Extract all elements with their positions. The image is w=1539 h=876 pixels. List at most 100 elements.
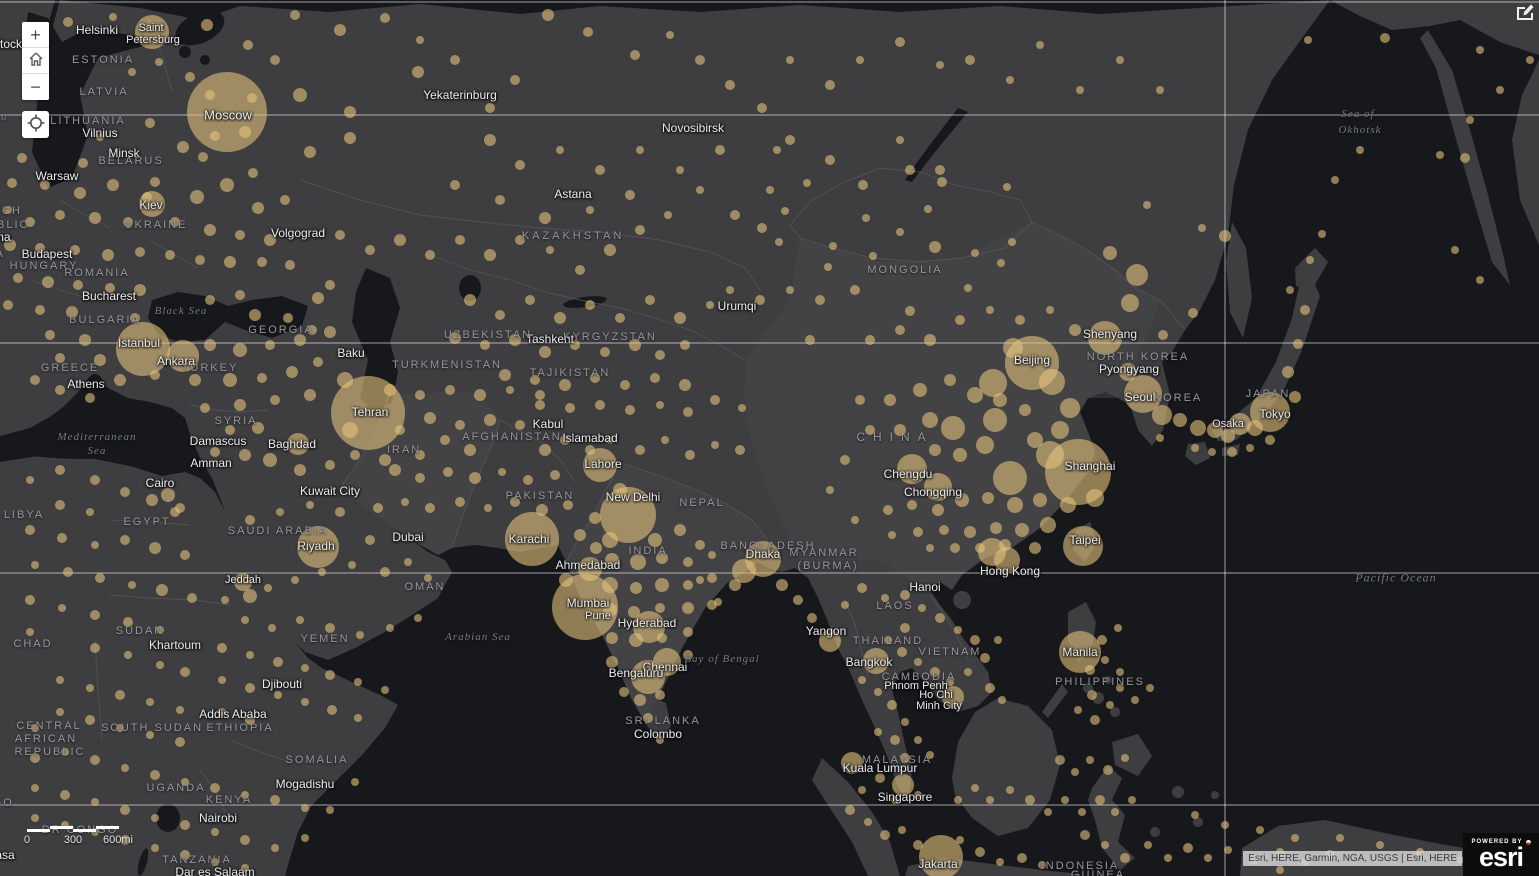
city-bubble[interactable] [863, 648, 889, 674]
city-bubble[interactable] [1103, 765, 1113, 775]
city-bubble[interactable] [1286, 286, 1294, 294]
city-bubble[interactable] [249, 309, 261, 321]
city-bubble[interactable] [509, 334, 521, 346]
city-bubble[interactable] [1015, 523, 1029, 537]
city-bubble[interactable] [145, 118, 155, 128]
city-bubble[interactable] [424, 412, 436, 424]
city-bubble[interactable] [1060, 398, 1080, 418]
city-bubble[interactable] [45, 330, 55, 340]
city-bubble[interactable] [1121, 754, 1129, 762]
city-bubble[interactable] [268, 624, 276, 632]
city-bubble[interactable] [4, 239, 16, 251]
city-bubble[interactable] [218, 708, 226, 716]
city-bubble[interactable] [732, 559, 756, 583]
city-bubble[interactable] [120, 805, 130, 815]
city-bubble[interactable] [655, 578, 669, 592]
city-bubble[interactable] [239, 449, 251, 461]
city-bubble[interactable] [1078, 808, 1086, 816]
city-bubble[interactable] [134, 284, 146, 296]
city-bubble[interactable] [1476, 276, 1484, 284]
city-bubble[interactable] [757, 103, 767, 113]
city-bubble[interactable] [1156, 434, 1164, 442]
city-bubble[interactable] [930, 667, 940, 677]
city-bubble[interactable] [841, 752, 863, 774]
city-bubble[interactable] [1224, 846, 1232, 854]
city-bubble[interactable] [344, 106, 356, 118]
city-bubble[interactable] [1152, 405, 1172, 425]
city-bubble[interactable] [270, 395, 280, 405]
city-bubble[interactable] [807, 613, 817, 623]
city-bubble[interactable] [235, 230, 245, 240]
city-bubble[interactable] [656, 401, 664, 409]
city-bubble[interactable] [55, 385, 65, 395]
city-bubble[interactable] [221, 596, 229, 604]
city-bubble[interactable] [711, 441, 719, 449]
city-bubble[interactable] [600, 347, 610, 357]
city-bubble[interactable] [964, 526, 976, 538]
city-bubble[interactable] [825, 80, 835, 90]
city-bubble[interactable] [785, 135, 795, 145]
city-bubble[interactable] [105, 283, 115, 293]
city-bubble[interactable] [474, 389, 486, 401]
city-bubble[interactable] [1207, 422, 1223, 438]
city-bubble[interactable] [241, 791, 249, 799]
city-bubble[interactable] [120, 487, 130, 497]
city-bubble[interactable] [883, 505, 893, 515]
city-bubble[interactable] [176, 706, 184, 714]
city-bubble[interactable] [560, 435, 570, 445]
city-bubble[interactable] [971, 249, 979, 257]
city-bubble[interactable] [263, 453, 277, 467]
city-bubble[interactable] [913, 840, 923, 850]
zoom-out-button[interactable]: − [22, 74, 49, 100]
city-bubble[interactable] [187, 72, 267, 152]
city-bubble[interactable] [60, 790, 70, 800]
city-bubble[interactable] [245, 715, 255, 725]
city-bubble[interactable] [896, 136, 904, 144]
city-bubble[interactable] [96, 133, 104, 141]
city-bubble[interactable] [335, 507, 345, 517]
city-bubble[interactable] [1071, 768, 1079, 776]
city-bubble[interactable] [1087, 690, 1097, 700]
city-bubble[interactable] [55, 210, 65, 220]
city-bubble[interactable] [445, 385, 455, 395]
city-bubble[interactable] [85, 715, 95, 725]
city-bubble[interactable] [1015, 315, 1025, 325]
city-bubble[interactable] [864, 818, 872, 826]
city-bubble[interactable] [896, 228, 904, 236]
city-bubble[interactable] [1376, 841, 1384, 849]
city-bubble[interactable] [552, 574, 618, 640]
city-bubble[interactable] [1526, 56, 1534, 64]
city-bubble[interactable] [536, 504, 548, 516]
city-bubble[interactable] [979, 369, 1007, 397]
city-bubble[interactable] [287, 433, 309, 455]
city-bubble[interactable] [1003, 183, 1011, 191]
city-bubble[interactable] [180, 667, 190, 677]
city-bubble[interactable] [464, 444, 476, 456]
city-bubble[interactable] [1039, 369, 1065, 395]
city-bubble[interactable] [224, 256, 236, 268]
city-bubble[interactable] [578, 557, 602, 581]
city-bubble[interactable] [180, 850, 190, 860]
city-bubble[interactable] [656, 552, 668, 564]
city-bubble[interactable] [294, 464, 306, 476]
city-bubble[interactable] [257, 257, 267, 267]
city-bubble[interactable] [1007, 497, 1023, 513]
city-bubble[interactable] [1060, 497, 1076, 513]
city-bubble[interactable] [384, 384, 396, 396]
city-bubble[interactable] [1221, 821, 1229, 829]
city-bubble[interactable] [337, 372, 353, 388]
city-bubble[interactable] [1229, 413, 1251, 435]
city-bubble[interactable] [505, 512, 559, 566]
city-bubble[interactable] [425, 250, 435, 260]
city-bubble[interactable] [730, 210, 740, 220]
city-bubble[interactable] [381, 686, 389, 694]
city-bubble[interactable] [950, 543, 960, 553]
city-bubble[interactable] [115, 690, 125, 700]
locate-button[interactable] [22, 111, 49, 138]
city-bubble[interactable] [220, 178, 234, 192]
city-bubble[interactable] [35, 243, 45, 253]
city-bubble[interactable] [563, 500, 573, 510]
city-bubble[interactable] [109, 13, 117, 21]
city-bubble[interactable] [515, 160, 525, 170]
city-bubble[interactable] [956, 836, 964, 844]
